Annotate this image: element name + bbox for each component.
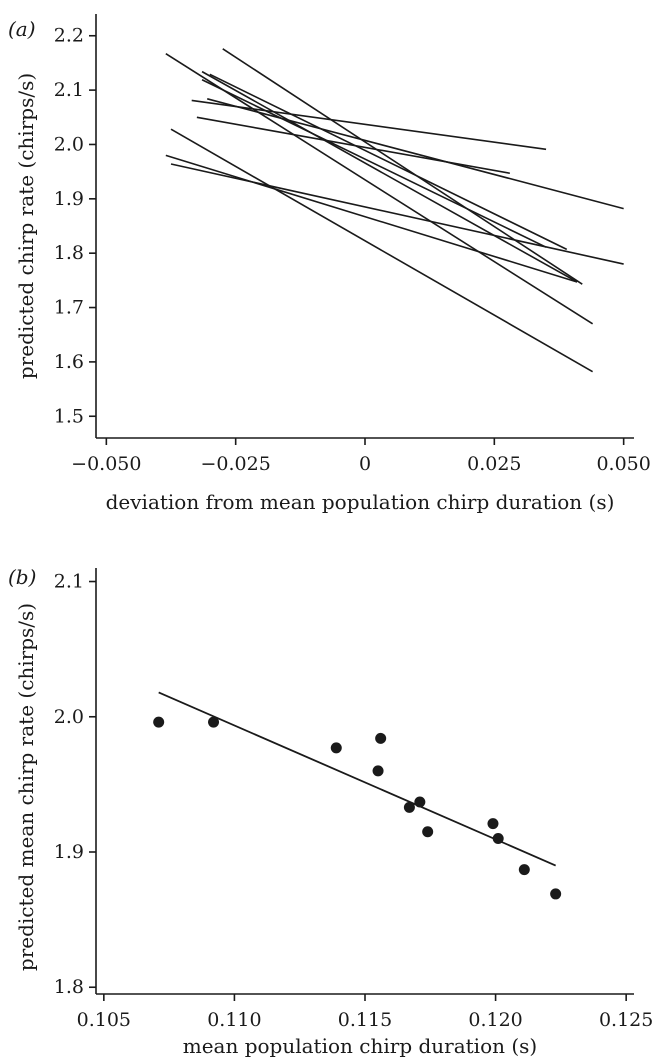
panel-b-fit-line-group bbox=[158, 691, 557, 867]
panel-b-x-tick-label: 0.110 bbox=[207, 1009, 261, 1031]
panel-b-data-point bbox=[330, 742, 342, 754]
panel-b-axes bbox=[95, 568, 634, 995]
panel-b-fit-line bbox=[158, 691, 557, 867]
panel-a-x-tick-label: 0 bbox=[359, 453, 371, 475]
panel-b-y-tick-label: 1.8 bbox=[54, 976, 84, 998]
panel-a-x-tick-label: 0.025 bbox=[467, 453, 521, 475]
panel-a-y-tick-label: 1.6 bbox=[54, 351, 84, 373]
panel-b-data-point bbox=[208, 716, 220, 728]
panel-b-scatter-chart: (b) 1.81.92.02.1 0.105 0.110 0.115 0.120 0.1… bbox=[8, 565, 653, 1058]
panel-a-y-tick-label: 2.2 bbox=[54, 25, 84, 47]
panel-b-y-axis-title: predicted mean chirp rate (chirps/s) bbox=[14, 603, 38, 971]
panel-a-y-tick-label: 1.5 bbox=[54, 405, 84, 427]
panel-b-y-tick-label: 2.1 bbox=[54, 571, 84, 593]
panel-a-y-tick-label: 1.8 bbox=[54, 242, 84, 264]
panel-a-series-line-2 bbox=[222, 48, 583, 285]
panel-b-x-tick-label: 0.105 bbox=[77, 1009, 131, 1031]
panel-b-data-point bbox=[372, 765, 384, 777]
panel-b-points-group bbox=[153, 716, 562, 900]
panel-a-series-line-9 bbox=[196, 116, 510, 175]
panel-a-series-line-7 bbox=[170, 128, 594, 373]
panel-b-data-point bbox=[414, 796, 426, 808]
panel-a-y-ticks: 1.5 1.6 1.7 1.8 1.9 2.0 2.1 2.2 bbox=[54, 25, 96, 427]
panel-b-y-tick-label: 1.9 bbox=[54, 841, 84, 863]
panel-b-x-ticks: 0.105 0.110 0.115 0.120 0.125 bbox=[77, 994, 653, 1031]
panel-b-data-point bbox=[550, 888, 562, 900]
panel-a-y-tick-label: 1.9 bbox=[54, 188, 84, 210]
panel-a-series-group bbox=[165, 48, 624, 373]
panel-a-series-line-6 bbox=[207, 98, 624, 210]
panel-b-data-point bbox=[422, 826, 434, 838]
panel-a-series-line-10 bbox=[165, 154, 578, 283]
panel-a-series-line-1 bbox=[165, 53, 594, 325]
panel-b-x-tick-label: 0.115 bbox=[338, 1009, 392, 1031]
panel-b-data-point bbox=[518, 864, 530, 876]
panel-a-line-chart: (a) 1.5 1.6 1.7 1.8 1.9 2.0 2.1 2.2 −0.050 −0.02… bbox=[8, 14, 651, 514]
panel-a-series-line-3 bbox=[201, 70, 578, 283]
panel-b-data-point bbox=[375, 732, 387, 744]
panel-a-y-tick-label: 1.7 bbox=[54, 297, 84, 319]
panel-b-x-axis-title: mean population chirp duration (s) bbox=[183, 1034, 537, 1058]
panel-a-label: (a) bbox=[8, 17, 36, 41]
panel-a-x-tick-label: −0.025 bbox=[201, 453, 271, 475]
panel-a-series-line-5 bbox=[201, 79, 547, 248]
panel-a-x-axis-title: deviation from mean population chirp dur… bbox=[106, 490, 615, 514]
panel-b-data-point bbox=[487, 818, 499, 830]
panel-b-x-tick-label: 0.120 bbox=[468, 1009, 522, 1031]
panel-a-series-line-4 bbox=[209, 73, 568, 251]
panel-a-x-tick-label: 0.050 bbox=[596, 453, 650, 475]
panel-b-x-tick-label: 0.125 bbox=[599, 1009, 653, 1031]
panel-b-data-point bbox=[153, 716, 165, 728]
panel-a-series-line-8 bbox=[191, 99, 547, 151]
panel-b-data-point bbox=[403, 801, 415, 813]
panel-a-y-axis-title: predicted chirp rate (chirps/s) bbox=[14, 73, 38, 379]
panel-a-y-tick-label: 2.1 bbox=[54, 79, 84, 101]
panel-a-y-tick-label: 2.0 bbox=[54, 133, 84, 155]
panel-a-x-tick-label: −0.050 bbox=[71, 453, 141, 475]
panel-b-y-tick-label: 2.0 bbox=[54, 706, 84, 728]
panel-a-series-line-11 bbox=[170, 163, 624, 265]
panel-b-data-point bbox=[492, 832, 504, 844]
panel-b-label: (b) bbox=[8, 565, 36, 589]
panel-b-y-ticks: 1.8 1.9 2.0 2.1 bbox=[54, 571, 96, 998]
panel-a-x-ticks: −0.050 −0.025 0 0.025 0.050 bbox=[71, 438, 651, 475]
panel-a-axes bbox=[95, 14, 634, 439]
